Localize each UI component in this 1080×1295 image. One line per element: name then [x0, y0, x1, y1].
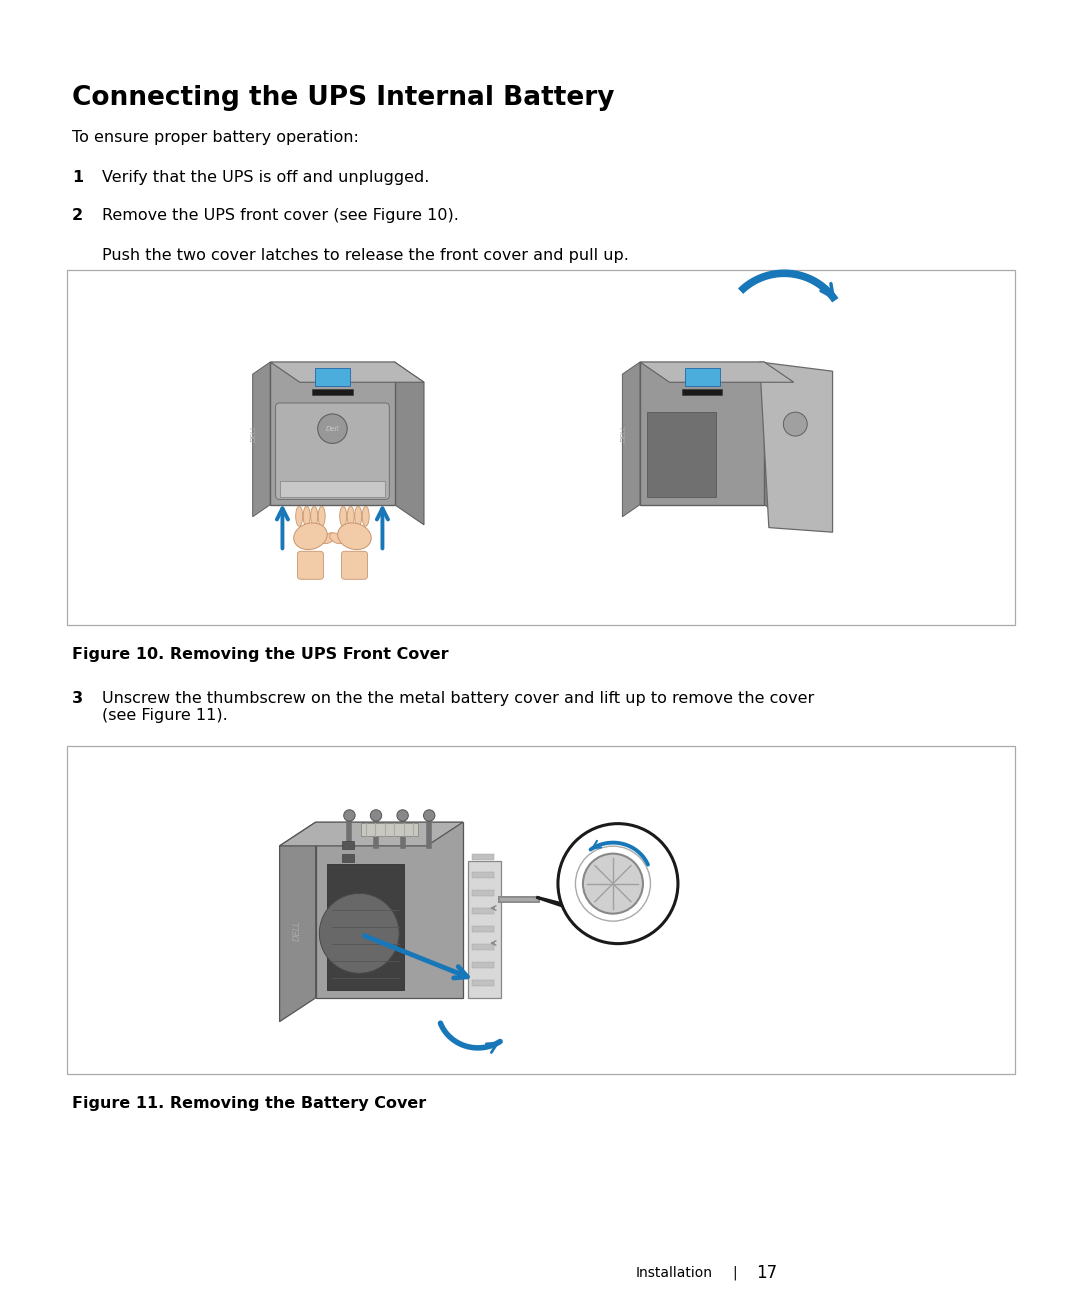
- Ellipse shape: [294, 523, 327, 549]
- Bar: [472, 926, 494, 932]
- Polygon shape: [622, 363, 640, 517]
- Bar: [681, 388, 723, 395]
- Circle shape: [343, 809, 355, 821]
- Text: 1: 1: [72, 170, 83, 185]
- Circle shape: [583, 853, 643, 914]
- Text: 2: 2: [72, 208, 83, 223]
- Polygon shape: [361, 824, 418, 837]
- Bar: [280, 480, 386, 497]
- Bar: [472, 980, 494, 985]
- Circle shape: [397, 809, 408, 821]
- Text: Verify that the UPS is off and unplugged.: Verify that the UPS is off and unplugged…: [102, 170, 430, 185]
- Bar: [342, 842, 353, 848]
- FancyBboxPatch shape: [275, 403, 390, 500]
- Bar: [472, 853, 494, 860]
- Ellipse shape: [322, 532, 335, 544]
- Ellipse shape: [311, 506, 318, 526]
- Circle shape: [318, 414, 347, 443]
- Ellipse shape: [296, 506, 302, 526]
- Polygon shape: [394, 363, 424, 524]
- FancyBboxPatch shape: [647, 412, 716, 497]
- Bar: [342, 855, 353, 862]
- Ellipse shape: [354, 506, 362, 526]
- Bar: [67, 746, 1015, 1074]
- Polygon shape: [640, 363, 794, 382]
- Text: DELL: DELL: [293, 919, 302, 940]
- Text: Push the two cover latches to release the front cover and pull up.: Push the two cover latches to release th…: [102, 249, 629, 263]
- Ellipse shape: [362, 506, 369, 526]
- Text: |: |: [732, 1265, 737, 1281]
- Text: DELL: DELL: [251, 425, 257, 442]
- Bar: [472, 890, 494, 896]
- Ellipse shape: [303, 506, 310, 526]
- Polygon shape: [270, 363, 394, 505]
- Ellipse shape: [340, 506, 347, 526]
- Bar: [327, 864, 404, 991]
- Bar: [472, 962, 494, 967]
- FancyBboxPatch shape: [297, 552, 323, 579]
- Ellipse shape: [319, 506, 325, 526]
- Text: Figure 11. Removing the Battery Cover: Figure 11. Removing the Battery Cover: [72, 1096, 427, 1111]
- Circle shape: [370, 809, 381, 821]
- FancyBboxPatch shape: [341, 552, 367, 579]
- Text: Remove the UPS front cover (see Figure 10).: Remove the UPS front cover (see Figure 1…: [102, 208, 459, 223]
- Bar: [472, 944, 494, 949]
- Polygon shape: [253, 363, 270, 517]
- Circle shape: [423, 809, 435, 821]
- Text: 3: 3: [72, 692, 83, 706]
- Bar: [468, 861, 501, 998]
- Bar: [472, 872, 494, 878]
- Polygon shape: [640, 363, 765, 505]
- Bar: [472, 908, 494, 914]
- Bar: [685, 368, 719, 386]
- Text: Dell: Dell: [326, 426, 339, 431]
- Text: Figure 10. Removing the UPS Front Cover: Figure 10. Removing the UPS Front Cover: [72, 648, 448, 662]
- Text: DELL: DELL: [621, 425, 626, 442]
- Polygon shape: [765, 363, 777, 513]
- Circle shape: [783, 412, 807, 436]
- Text: Installation: Installation: [636, 1267, 713, 1279]
- Polygon shape: [270, 363, 424, 382]
- Polygon shape: [280, 822, 463, 846]
- Polygon shape: [759, 363, 833, 532]
- Text: To ensure proper battery operation:: To ensure proper battery operation:: [72, 130, 359, 145]
- Polygon shape: [315, 822, 463, 998]
- Bar: [312, 388, 353, 395]
- Text: Connecting the UPS Internal Battery: Connecting the UPS Internal Battery: [72, 85, 615, 111]
- Bar: [67, 269, 1015, 625]
- Text: Unscrew the thumbscrew on the the metal battery cover and lift up to remove the : Unscrew the thumbscrew on the the metal …: [102, 692, 814, 724]
- Ellipse shape: [347, 506, 354, 526]
- Circle shape: [320, 894, 400, 974]
- Text: 17: 17: [756, 1264, 778, 1282]
- Ellipse shape: [329, 532, 343, 544]
- Ellipse shape: [338, 523, 372, 549]
- Bar: [315, 368, 350, 386]
- Polygon shape: [536, 897, 624, 919]
- Circle shape: [558, 824, 678, 944]
- Polygon shape: [280, 822, 315, 1022]
